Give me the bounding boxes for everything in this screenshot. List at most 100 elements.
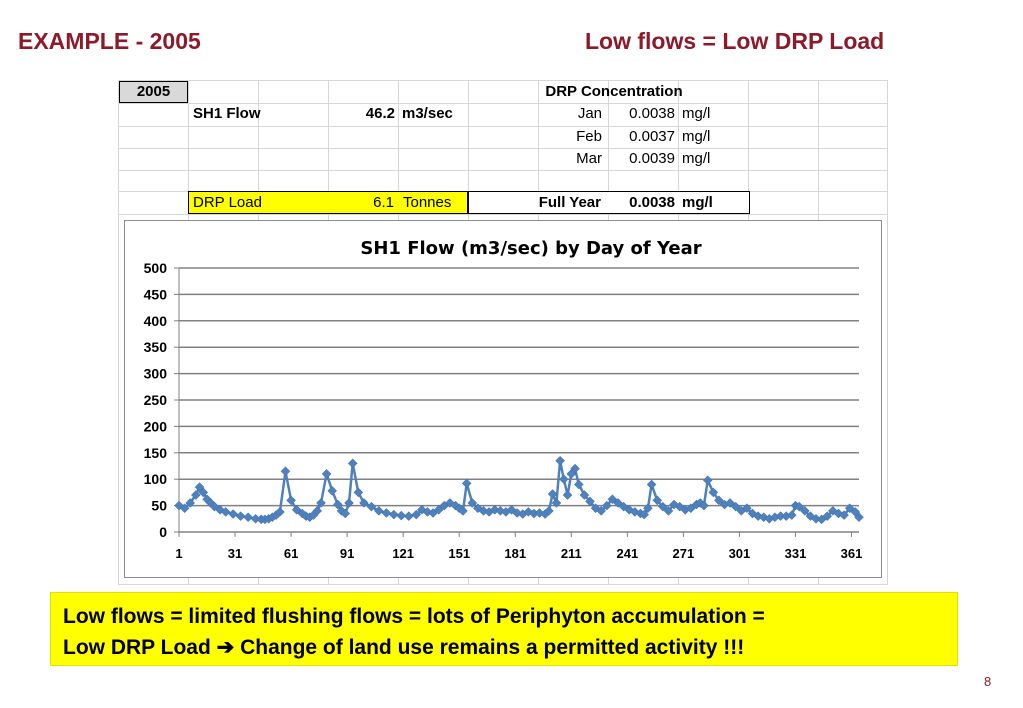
data-point — [702, 475, 713, 486]
data-point — [344, 498, 354, 508]
y-tick-label: 300 — [144, 366, 168, 382]
data-point — [639, 509, 650, 520]
x-tick-label: 361 — [841, 546, 863, 561]
y-tick-label: 450 — [144, 286, 168, 302]
data-point — [280, 466, 291, 477]
y-tick-label: 400 — [144, 313, 168, 329]
y-tick-label: 200 — [144, 418, 168, 434]
data-point — [190, 490, 201, 500]
data-point — [562, 490, 573, 500]
drp-load-label: DRP Load — [193, 194, 262, 211]
full-year-label: Full Year — [538, 194, 601, 211]
data-point — [235, 511, 246, 522]
data-point — [461, 478, 472, 489]
callout-line-2-end: Change of land use remains a permitted a… — [240, 636, 745, 659]
data-point — [286, 495, 296, 506]
month-unit: mg/l — [682, 105, 711, 122]
data-point — [742, 503, 752, 514]
data-point — [839, 510, 849, 520]
arrow-right-icon: ➔ — [216, 636, 235, 659]
data-point — [555, 455, 565, 466]
data-point — [403, 511, 414, 522]
data-point — [585, 496, 595, 507]
data-point — [596, 506, 607, 516]
spreadsheet-table: 2005 DRP Concentration SH1 Flow 46.2 m3/… — [118, 80, 888, 585]
y-tick-label: 50 — [151, 498, 167, 514]
drp-load-unit: Tonnes — [403, 194, 452, 211]
callout-line-1: Low flows = limited flushing flows = lot… — [63, 605, 765, 628]
x-tick-label: 241 — [617, 546, 639, 561]
data-point — [854, 512, 864, 523]
data-point — [220, 507, 231, 517]
x-tick-label: 1 — [175, 546, 182, 561]
month-label: Mar — [576, 150, 602, 167]
data-point — [332, 499, 343, 510]
data-point — [699, 500, 709, 511]
data-point — [458, 506, 468, 516]
month-unit: mg/l — [682, 150, 711, 167]
data-point — [243, 512, 253, 523]
data-point — [714, 495, 724, 506]
grid-line — [119, 103, 887, 104]
data-point — [646, 479, 657, 490]
data-point — [467, 498, 478, 508]
data-point — [312, 506, 323, 516]
data-point — [652, 495, 663, 506]
data-point — [579, 490, 590, 500]
page-number: 8 — [984, 674, 992, 689]
x-tick-label: 271 — [673, 546, 695, 561]
data-point — [396, 510, 407, 521]
data-point — [794, 501, 805, 512]
x-tick-label: 121 — [392, 546, 414, 561]
flow-unit: m3/sec — [402, 105, 453, 122]
data-point — [551, 498, 562, 508]
month-label: Jan — [577, 105, 602, 122]
data-point — [388, 509, 399, 520]
year-cell[interactable]: 2005 — [119, 81, 188, 103]
drp-concentration-header: DRP Concentration — [545, 83, 683, 100]
x-tick-label: 211 — [561, 546, 582, 561]
data-point — [570, 463, 580, 474]
data-point — [198, 487, 209, 498]
month-value: 0.0039 — [629, 150, 675, 167]
data-point — [327, 485, 338, 496]
y-tick-label: 350 — [144, 339, 168, 355]
y-tick-label: 0 — [159, 524, 167, 540]
grid-line — [119, 214, 887, 215]
x-tick-label: 151 — [448, 546, 470, 561]
data-point — [275, 507, 285, 517]
data-point — [558, 474, 569, 485]
full-year-unit: mg/l — [682, 194, 713, 211]
callout-line-2-start: Low DRP Load — [63, 636, 211, 659]
full-year-row: Full Year 0.0038 mg/l — [468, 191, 750, 214]
data-point — [786, 510, 797, 520]
data-point — [374, 506, 384, 516]
month-label: Feb — [576, 128, 602, 145]
x-tick-label: 91 — [340, 546, 354, 561]
data-point — [544, 506, 554, 516]
x-tick-label: 301 — [729, 546, 751, 561]
data-point — [601, 500, 612, 511]
y-tick-label: 250 — [144, 392, 168, 408]
x-tick-label: 61 — [284, 546, 298, 561]
month-value: 0.0037 — [629, 128, 675, 145]
data-point — [822, 511, 833, 522]
data-point — [185, 498, 196, 508]
x-tick-label: 331 — [785, 546, 807, 561]
flow-label: SH1 Flow — [193, 105, 261, 122]
flow-chart: SH1 Flow (m3/sec) by Day of Year05010015… — [144, 238, 864, 561]
data-point — [359, 498, 369, 508]
data-point — [708, 487, 719, 498]
data-point — [663, 506, 674, 516]
data-point — [321, 469, 332, 479]
data-point — [657, 501, 668, 512]
data-point — [179, 503, 190, 514]
y-tick-label: 100 — [144, 471, 168, 487]
month-unit: mg/l — [682, 128, 711, 145]
data-point — [366, 501, 377, 512]
data-point — [381, 508, 392, 518]
x-tick-label: 181 — [504, 546, 526, 561]
grid-line — [119, 148, 887, 149]
data-point — [573, 479, 584, 490]
slide-title-left: EXAMPLE - 2005 — [18, 28, 201, 54]
